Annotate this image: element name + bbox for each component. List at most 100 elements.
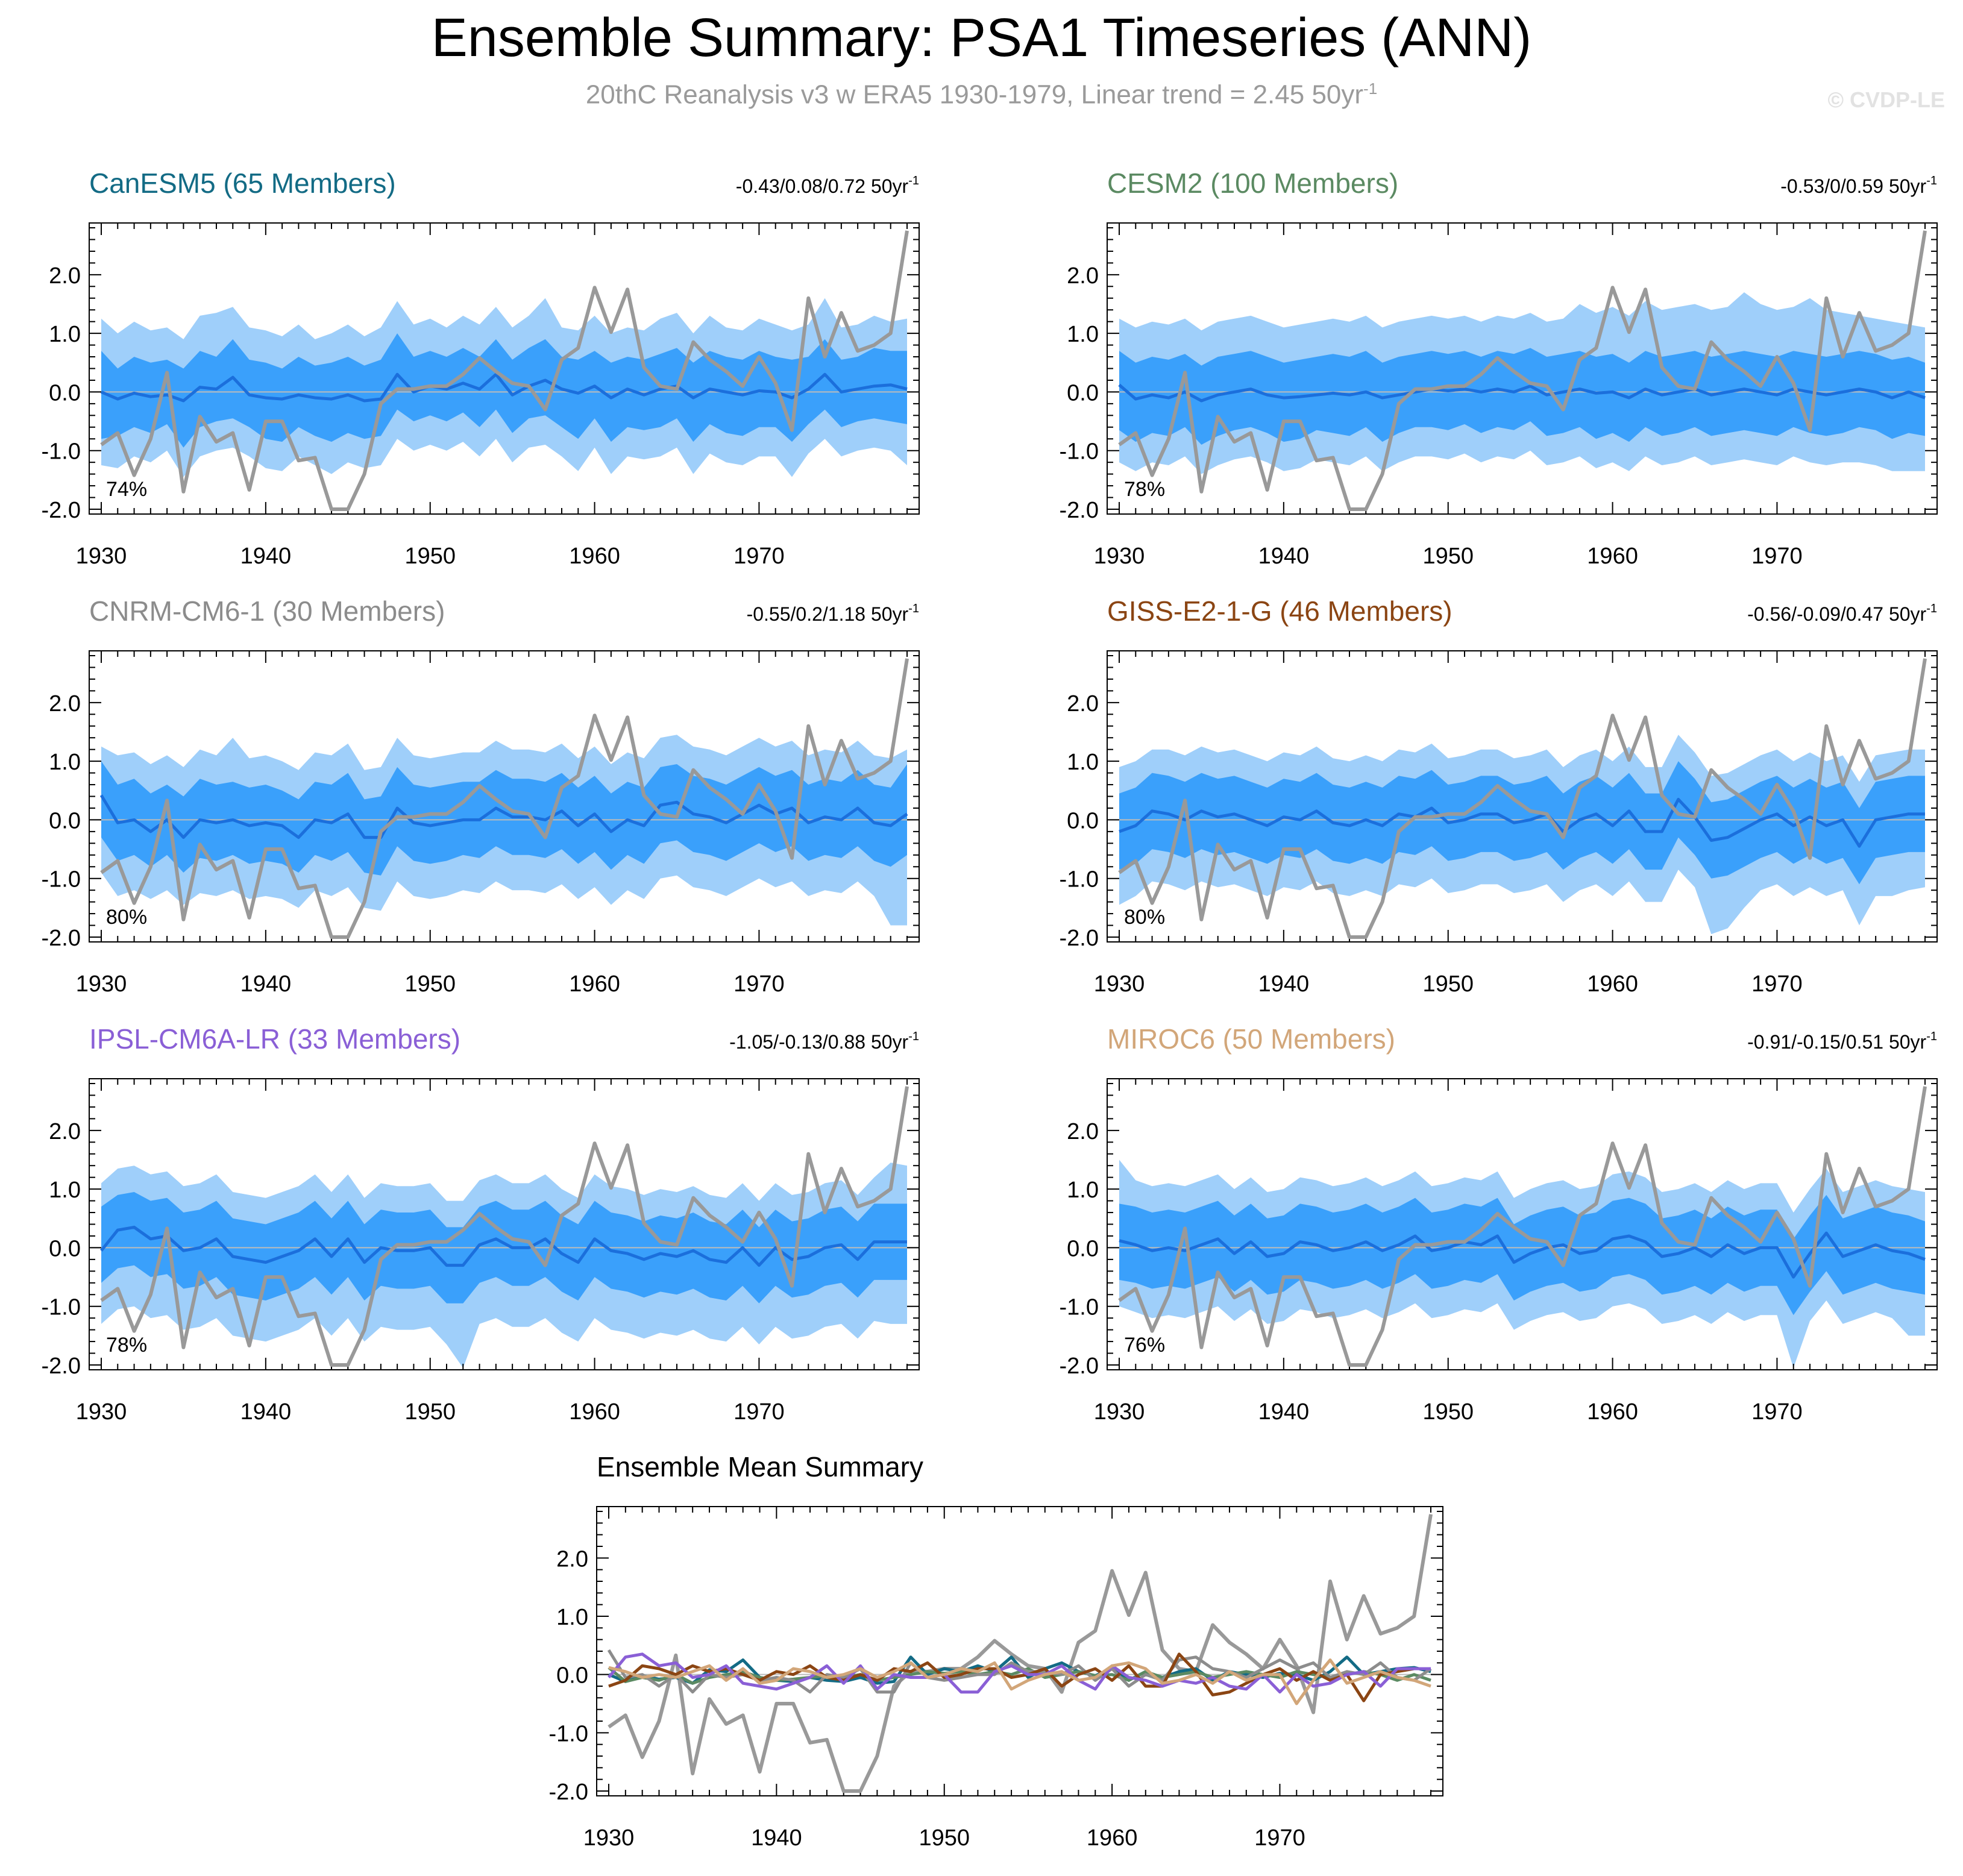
y-tick-label: 2.0	[1067, 691, 1099, 717]
x-tick-label: 1950	[404, 971, 456, 997]
x-tick-label: 1930	[1094, 971, 1145, 997]
observations-line	[608, 1514, 1433, 1793]
x-tick-label: 1930	[1094, 1399, 1145, 1425]
y-tick-label: 2.0	[556, 1546, 588, 1572]
y-tick-label: 2.0	[1067, 263, 1099, 289]
y-tick-label: 0.0	[49, 1236, 81, 1261]
y-tick-label: 1.0	[1067, 750, 1099, 775]
y-tick-label: -1.0	[42, 1295, 81, 1320]
y-tick-label: -2.0	[549, 1780, 588, 1805]
x-tick-label: 1950	[1422, 971, 1474, 997]
x-tick-label: 1970	[733, 544, 785, 569]
panel-title: IPSL-CM6A-LR (33 Members)	[89, 1023, 460, 1055]
panel-title: Ensemble Mean Summary	[597, 1451, 923, 1482]
x-tick-label: 1930	[1094, 544, 1145, 569]
observations-line	[1118, 230, 1927, 511]
trend-range-label: -0.53/0/0.59 50yr-1	[1780, 174, 1937, 197]
model-mean-line	[608, 1658, 1431, 1705]
trend-range-label: -0.55/0.2/1.18 50yr-1	[747, 602, 919, 625]
panel-title: CanESM5 (65 Members)	[89, 168, 396, 199]
y-tick-label: -1.0	[1060, 1295, 1099, 1320]
y-tick-label: 0.0	[1067, 380, 1099, 406]
y-tick-label: -1.0	[42, 439, 81, 465]
x-tick-label: 1960	[1587, 1399, 1638, 1425]
y-tick-label: -2.0	[42, 498, 81, 523]
y-tick-label: 2.0	[49, 263, 81, 289]
figure-subtitle: 20thC Reanalysis v3 w ERA5 1930-1979, Li…	[0, 81, 1963, 108]
x-tick-label: 1960	[569, 544, 620, 569]
ensemble-mean-line	[101, 372, 908, 403]
percent-within-label: 80%	[106, 906, 147, 929]
observations-line	[100, 230, 909, 511]
y-tick-label: 1.0	[49, 1178, 81, 1203]
x-tick-label: 1940	[1258, 971, 1310, 997]
trend-range-label: -0.91/-0.15/0.51 50yr-1	[1747, 1030, 1937, 1053]
x-tick-label: 1950	[1422, 544, 1474, 569]
x-tick-label: 1960	[1587, 544, 1638, 569]
x-tick-label: 1960	[1087, 1825, 1138, 1851]
y-tick-label: -2.0	[1060, 498, 1099, 523]
x-tick-label: 1970	[1254, 1825, 1305, 1851]
inner-spread-band	[101, 761, 907, 876]
y-tick-label: -2.0	[1060, 926, 1099, 951]
x-tick-label: 1940	[240, 1399, 292, 1425]
y-tick-label: 1.0	[556, 1605, 588, 1630]
subtitle-exponent: -1	[1363, 80, 1378, 98]
y-tick-label: -1.0	[549, 1721, 588, 1746]
model-mean-line	[608, 1652, 1431, 1694]
model-panel: 2.0 1.0 0.0 -1.0 -2.0 1930 1940 1950 1960 1970 GIS…	[1060, 595, 1938, 997]
panel-title: GISS-E2-1-G (46 Members)	[1107, 595, 1453, 627]
y-tick-label: 0.0	[49, 380, 81, 406]
panel-title: MIROC6 (50 Members)	[1107, 1023, 1395, 1055]
x-tick-label: 1960	[1587, 971, 1638, 997]
x-tick-label: 1950	[919, 1825, 970, 1851]
percent-within-label: 74%	[106, 478, 147, 501]
ensemble-mean-line	[100, 1225, 907, 1267]
observations-line	[100, 1086, 909, 1367]
model-panel: 2.0 1.0 0.0 -1.0 -2.0 1930 1940 1950 1960 1970 IPS…	[42, 1023, 920, 1425]
trend-range-label: -0.43/0.08/0.72 50yr-1	[736, 174, 919, 197]
figure-title: Ensemble Summary: PSA1 Timeseries (ANN)	[431, 8, 1532, 68]
ensemble-mean-line	[1118, 383, 1926, 403]
y-tick-label: 1.0	[49, 322, 81, 347]
x-tick-label: 1940	[751, 1825, 802, 1851]
model-panel: 2.0 1.0 0.0 -1.0 -2.0 1930 1940 1950 1960 1970 Can…	[42, 168, 920, 569]
ensemble-mean-line	[1119, 1231, 1926, 1279]
inner-spread-band	[1119, 1194, 1925, 1316]
x-tick-label: 1950	[1422, 1399, 1474, 1425]
x-tick-label: 1960	[569, 1399, 620, 1425]
trend-range-label: -0.56/-0.09/0.47 50yr-1	[1747, 602, 1937, 625]
x-tick-label: 1930	[583, 1825, 635, 1851]
y-tick-label: 0.0	[1067, 1236, 1099, 1261]
x-tick-label: 1970	[733, 1399, 785, 1425]
subtitle-text: 20thC Reanalysis v3 w ERA5 1930-1979, Li…	[585, 80, 1364, 110]
x-tick-label: 1970	[733, 971, 785, 997]
y-tick-label: 1.0	[1067, 322, 1099, 347]
ensemble-mean-line	[1119, 797, 1925, 848]
y-tick-label: 2.0	[49, 1119, 81, 1144]
x-tick-label: 1950	[404, 1399, 456, 1425]
x-tick-label: 1970	[1751, 544, 1803, 569]
panel-title: CESM2 (100 Members)	[1107, 168, 1398, 199]
y-tick-label: 1.0	[1067, 1178, 1099, 1203]
plot-frame	[596, 1506, 1443, 1796]
inner-spread-band	[1119, 348, 1925, 445]
y-tick-label: 0.0	[49, 808, 81, 833]
percent-within-label: 80%	[1124, 906, 1165, 929]
x-tick-label: 1970	[1751, 1399, 1803, 1425]
observations-line	[1118, 658, 1927, 939]
observations-line	[100, 658, 909, 939]
y-tick-label: 0.0	[1067, 808, 1099, 833]
inner-spread-band	[101, 333, 907, 448]
ensemble-mean-panel: 2.0 1.0 0.0 -1.0 -2.0 1930 1940 1950 1960 1970 Ens…	[549, 1451, 1443, 1851]
x-tick-label: 1940	[240, 971, 292, 997]
panel-title: CNRM-CM6-1 (30 Members)	[89, 595, 445, 627]
y-tick-label: 2.0	[49, 691, 81, 717]
x-tick-label: 1930	[76, 1399, 127, 1425]
model-panel: 2.0 1.0 0.0 -1.0 -2.0 1930 1940 1950 1960 1970 CNR…	[42, 595, 920, 997]
watermark: © CVDP-LE	[1827, 87, 1945, 112]
ensemble-mean-line	[99, 794, 908, 839]
y-tick-label: -1.0	[42, 867, 81, 893]
percent-within-label: 78%	[106, 1334, 147, 1357]
